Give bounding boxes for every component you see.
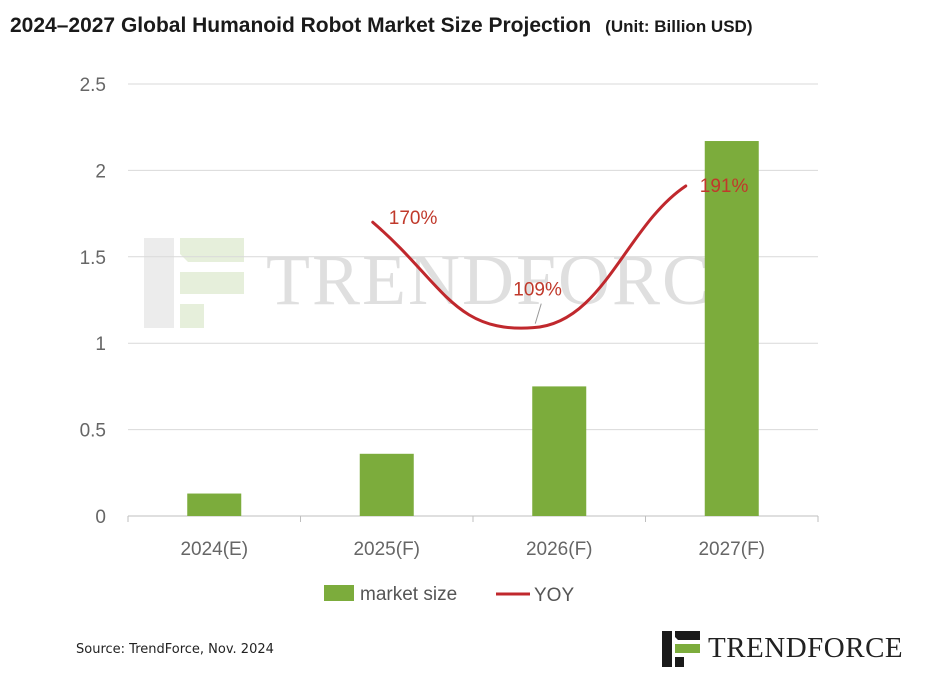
yoy-line [371, 184, 688, 330]
trendforce-logo-icon [662, 631, 700, 667]
x-tick-label: 2027(F) [698, 539, 765, 560]
bar-market-size [359, 453, 414, 516]
title-main: 2024–2027 Global Humanoid Robot Market S… [10, 14, 592, 37]
y-tick-label: 1.5 [80, 248, 106, 269]
legend-swatch-bar [324, 585, 354, 601]
yoy-data-label: 170% [389, 208, 438, 229]
chart-title: 2024–2027 Global Humanoid Robot Market S… [10, 14, 934, 38]
bar-market-size [187, 493, 242, 516]
x-tick-label: 2024(E) [180, 539, 248, 560]
legend-label-market-size: market size [360, 584, 457, 605]
x-tick-label: 2025(F) [353, 539, 420, 560]
brand-text: TRENDFORCE [708, 631, 904, 664]
title-unit: (Unit: Billion USD) [605, 17, 753, 36]
y-tick-label: 2 [95, 161, 106, 182]
yoy-data-label: 191% [700, 176, 749, 197]
y-tick-label: 1 [95, 334, 106, 355]
brand-logo: TRENDFORCE [662, 628, 903, 668]
label-leader-line [534, 303, 542, 324]
y-tick-label: 0 [95, 507, 106, 528]
legend-label-yoy: YOY [534, 585, 574, 606]
chart-area: 0 0.5 1 1.5 2 2.5 2024(E) 2025(F) 2026(F) 2027(F)… [80, 75, 819, 606]
yoy-data-label: 109% [513, 280, 562, 301]
y-tick-label: 2.5 [80, 75, 106, 96]
y-tick-label: 0.5 [80, 421, 106, 442]
bar-market-size [704, 141, 759, 517]
source-note: Source: TrendForce, Nov. 2024 [76, 642, 274, 657]
bar-market-size [532, 386, 587, 516]
x-tick-label: 2026(F) [526, 539, 593, 560]
